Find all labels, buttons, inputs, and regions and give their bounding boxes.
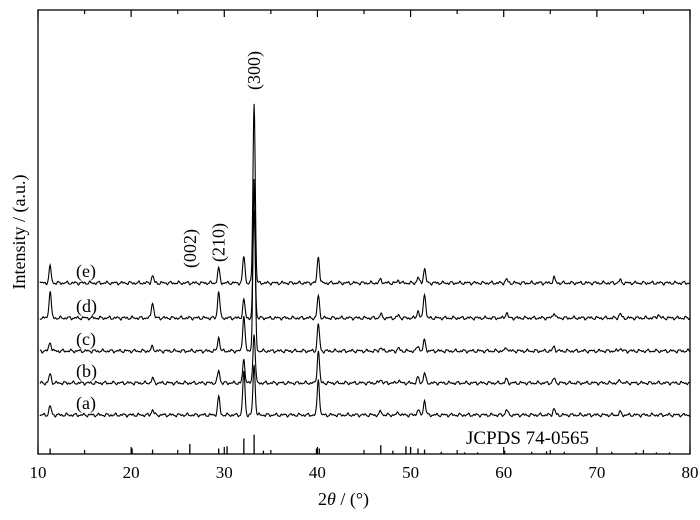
pattern-line <box>39 210 691 321</box>
series-label: (d) <box>76 296 97 317</box>
peak-annotation: (210) <box>209 223 230 262</box>
x-tick-label: 60 <box>495 463 512 482</box>
peak-annotation: (300) <box>244 51 265 90</box>
series-label: (e) <box>76 261 96 282</box>
series-labels: (a) (b) (c) (d) (e) <box>76 261 97 414</box>
x-tick-label: 30 <box>216 463 233 482</box>
reference-label: JCPDS 74-0565 <box>466 428 589 449</box>
x-tick-label: 50 <box>402 463 419 482</box>
pattern-line <box>39 364 690 418</box>
x-tick-label: 20 <box>123 463 140 482</box>
x-axis-title-prefix: 2 <box>318 489 327 509</box>
x-tick-label: 70 <box>588 463 605 482</box>
x-axis-ticks: 10 20 30 40 50 60 70 80 <box>30 10 699 482</box>
reference-pattern <box>49 434 671 454</box>
series-label: (c) <box>76 329 96 350</box>
diffraction-patterns <box>39 103 691 418</box>
peak-annotations: (002) (210) (300) <box>180 51 265 268</box>
pattern-line <box>39 178 691 354</box>
x-tick-label: 40 <box>309 463 326 482</box>
plot-frame <box>37 9 691 455</box>
series-label: (b) <box>76 361 97 382</box>
series-label: (a) <box>76 393 96 414</box>
pattern-line <box>39 103 691 286</box>
x-axis-title-suffix: / (°) <box>336 489 369 510</box>
x-axis-title: 2θ / (°) <box>318 489 369 510</box>
x-tick-label: 10 <box>30 463 47 482</box>
x-axis-title-variable: θ <box>327 489 336 509</box>
peak-annotation: (002) <box>180 229 201 268</box>
pattern-line <box>39 334 691 386</box>
y-axis-title: Intensity / (a.u.) <box>9 175 30 290</box>
x-tick-label: 80 <box>682 463 699 482</box>
